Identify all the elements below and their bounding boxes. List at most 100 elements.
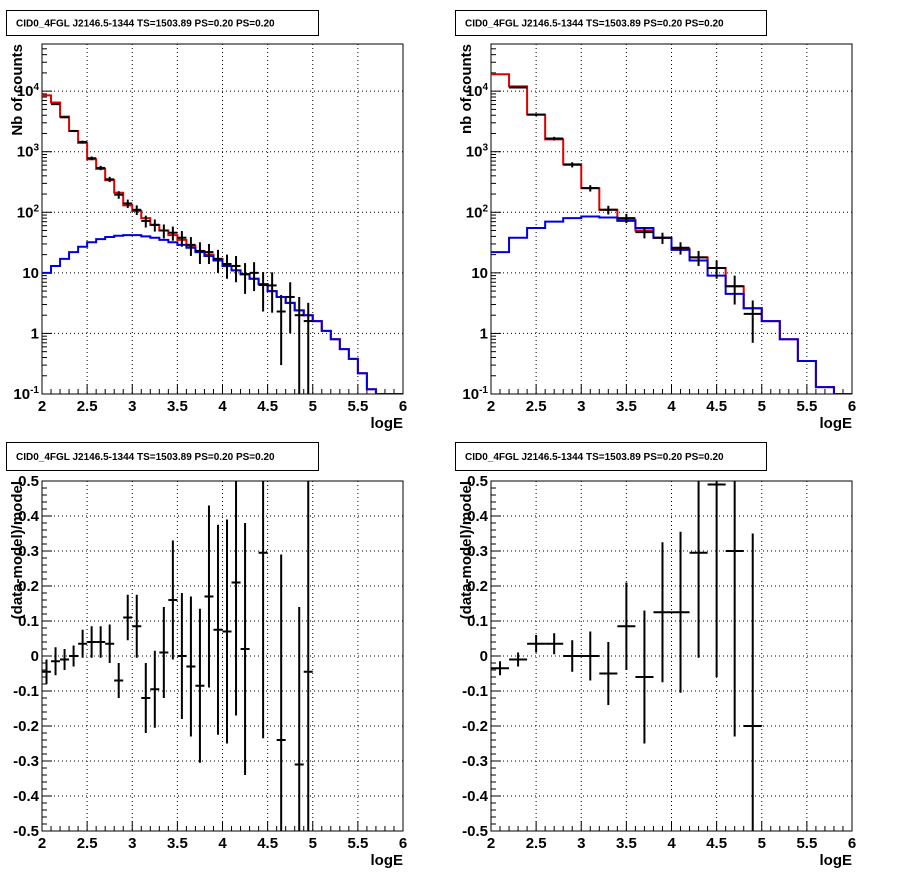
plot-area	[42, 481, 313, 831]
plot-area	[491, 481, 762, 831]
y-tick-label: 0.3	[467, 543, 488, 560]
data-point	[51, 647, 61, 676]
data-point	[96, 626, 106, 658]
y-tick-label: 0.2	[18, 578, 39, 595]
data-point	[743, 300, 762, 343]
grid-lines	[491, 481, 852, 831]
grid-lines	[42, 44, 403, 394]
x-tick-label: 4.5	[257, 835, 278, 852]
x-tick-label: 4.5	[706, 835, 727, 852]
data-point	[69, 129, 79, 133]
x-tick-label: 4	[667, 398, 676, 415]
x-tick-label: 2.5	[77, 398, 98, 415]
data-point	[527, 113, 546, 116]
plot-area	[42, 94, 403, 394]
x-tick-label: 3.5	[616, 835, 637, 852]
grid-lines	[42, 481, 403, 831]
data-point	[105, 624, 115, 663]
data-point	[222, 254, 232, 279]
data-point	[60, 649, 70, 670]
data-point	[725, 481, 744, 737]
y-tick-label: 102	[466, 203, 489, 221]
x-tick-label: 4.5	[706, 398, 727, 415]
x-tick-label: 4	[218, 398, 227, 415]
x-tick-label: 4	[218, 835, 227, 852]
y-tick-label: -0.1	[462, 683, 488, 700]
y-tick-label: -0.4	[13, 788, 40, 805]
x-tick-label: 3.5	[167, 398, 188, 415]
data-point	[123, 594, 133, 641]
data-point	[635, 610, 654, 744]
x-tick-label: 6	[848, 398, 856, 415]
data-point	[42, 659, 52, 684]
x-tick-label: 2	[487, 835, 495, 852]
chart-title-box	[6, 442, 319, 471]
y-tick-label: -0.5	[462, 823, 488, 840]
data-point	[195, 242, 205, 265]
x-tick-label: 3	[128, 398, 136, 415]
y-axis-label: (data-model)/model	[9, 481, 26, 619]
x-tick-label: 5	[758, 398, 766, 415]
y-tick-label: 10-1	[13, 385, 39, 403]
x-tick-label: 2.5	[77, 835, 98, 852]
data-point	[114, 663, 124, 698]
data-point	[150, 219, 160, 232]
data-point	[213, 524, 223, 735]
data-point	[150, 650, 160, 728]
data-point	[141, 215, 151, 228]
y-tick-label: 102	[17, 203, 40, 221]
x-tick-label: 2	[38, 398, 46, 415]
data-point	[195, 608, 205, 763]
data-point	[123, 199, 133, 208]
y-tick-label: 0.1	[18, 613, 39, 630]
series-line-2	[42, 234, 403, 394]
chart-panel-3: CID0_4FGL J2146.5-1344 TS=1503.89 PS=0.2…	[6, 442, 407, 869]
x-tick-label: 5	[309, 835, 317, 852]
chart-title-box	[6, 10, 319, 36]
data-point	[285, 282, 295, 334]
y-tick-label: 1	[480, 325, 488, 342]
x-tick-label: 5	[758, 835, 766, 852]
data-point	[303, 481, 313, 831]
data-point	[204, 243, 214, 265]
data-point	[617, 582, 636, 670]
data-point	[707, 260, 726, 279]
data-point	[177, 593, 187, 719]
data-point	[267, 272, 277, 313]
y-tick-label: 10	[22, 265, 39, 282]
data-point	[581, 185, 600, 192]
data-point	[168, 226, 178, 241]
y-tick-label: 103	[466, 143, 489, 161]
data-point	[159, 607, 169, 698]
data-point	[177, 231, 187, 247]
data-point	[240, 523, 250, 775]
y-tick-label: 0.3	[18, 543, 39, 560]
chart-panel-4: CID0_4FGL J2146.5-1344 TS=1503.89 PS=0.2…	[455, 442, 856, 869]
data-point	[743, 533, 762, 831]
y-tick-label: 104	[17, 82, 40, 100]
y-tick-label: 0.5	[18, 473, 39, 490]
y-tick-label: 0.5	[467, 473, 488, 490]
y-tick-label: 0.2	[467, 578, 488, 595]
data-point	[527, 635, 546, 653]
x-tick-label: 5.5	[347, 835, 368, 852]
y-tick-label: -0.4	[462, 788, 489, 805]
x-axis-label: logE	[371, 415, 404, 432]
data-point	[60, 116, 70, 119]
x-tick-label: 4.5	[257, 398, 278, 415]
x-tick-label: 6	[848, 835, 856, 852]
data-point	[276, 295, 286, 366]
data-point	[96, 165, 106, 171]
data-point	[294, 296, 304, 394]
data-point	[276, 554, 286, 831]
y-tick-label: 0.4	[18, 508, 40, 525]
data-point	[231, 481, 241, 716]
x-tick-label: 5	[309, 398, 317, 415]
data-point	[599, 642, 618, 705]
x-tick-label: 5.5	[796, 398, 817, 415]
data-point	[168, 540, 178, 660]
data-point	[563, 162, 582, 168]
data-point	[231, 255, 241, 283]
data-point	[240, 263, 250, 294]
data-point	[87, 156, 97, 161]
